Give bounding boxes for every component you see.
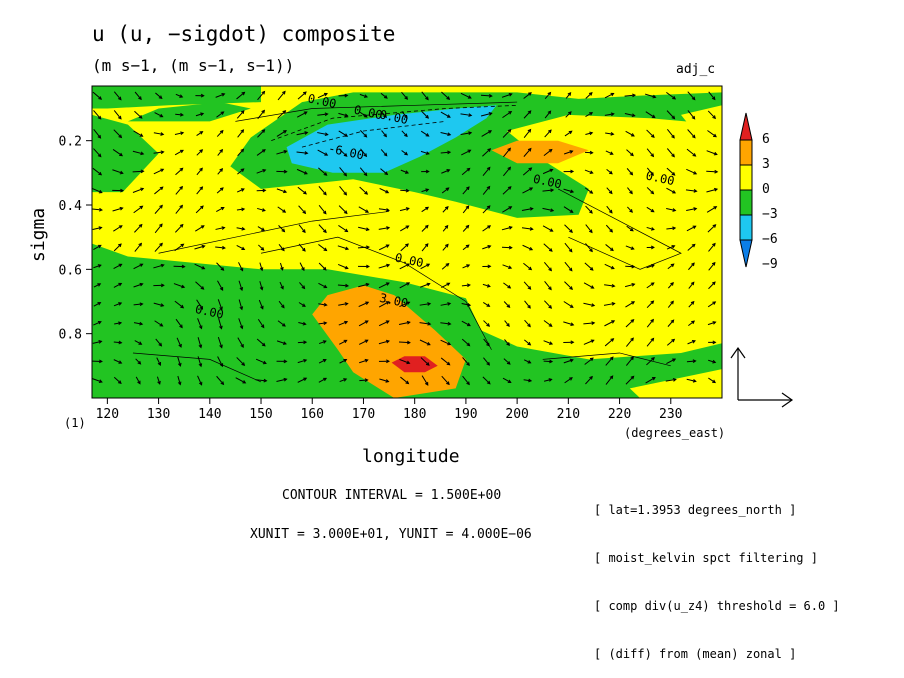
y-tick-label: 0.2 [59, 135, 82, 150]
y-tick-label: 0.4 [59, 199, 83, 214]
x-tick-label: 190 [454, 407, 477, 422]
colorbar: 6 3 0 −3 −6 −9 [740, 113, 778, 272]
y-tick-label: 0.8 [59, 328, 82, 343]
colorbar-label: 6 [762, 132, 770, 147]
colorbar-segment [740, 140, 752, 165]
colorbar-cap-top [740, 113, 752, 140]
x-tick-label: 150 [249, 407, 272, 422]
x-tick-label: 140 [198, 407, 221, 422]
colorbar-segment [740, 215, 752, 240]
colorbar-label: −3 [762, 207, 778, 222]
colorbar-segment [740, 190, 752, 215]
y-tick-label: 0.6 [59, 263, 82, 278]
colorbar-label: 3 [762, 157, 770, 172]
x-tick-label: 200 [505, 407, 528, 422]
colorbar-segment [740, 165, 752, 190]
reference-vector [731, 348, 792, 407]
x-tick-label: 210 [557, 407, 580, 422]
x-tick-label: 170 [352, 407, 375, 422]
x-tick-label: 160 [301, 407, 324, 422]
x-tick-label: 180 [403, 407, 426, 422]
colorbar-label: 0 [762, 182, 770, 197]
colorbar-cap-bottom [740, 240, 752, 267]
x-tick-label: 130 [147, 407, 170, 422]
colorbar-label: −9 [762, 257, 778, 272]
x-tick-label: 120 [96, 407, 119, 422]
colorbar-label: −6 [762, 232, 778, 247]
x-tick-label: 230 [659, 407, 682, 422]
x-tick-label: 220 [608, 407, 631, 422]
